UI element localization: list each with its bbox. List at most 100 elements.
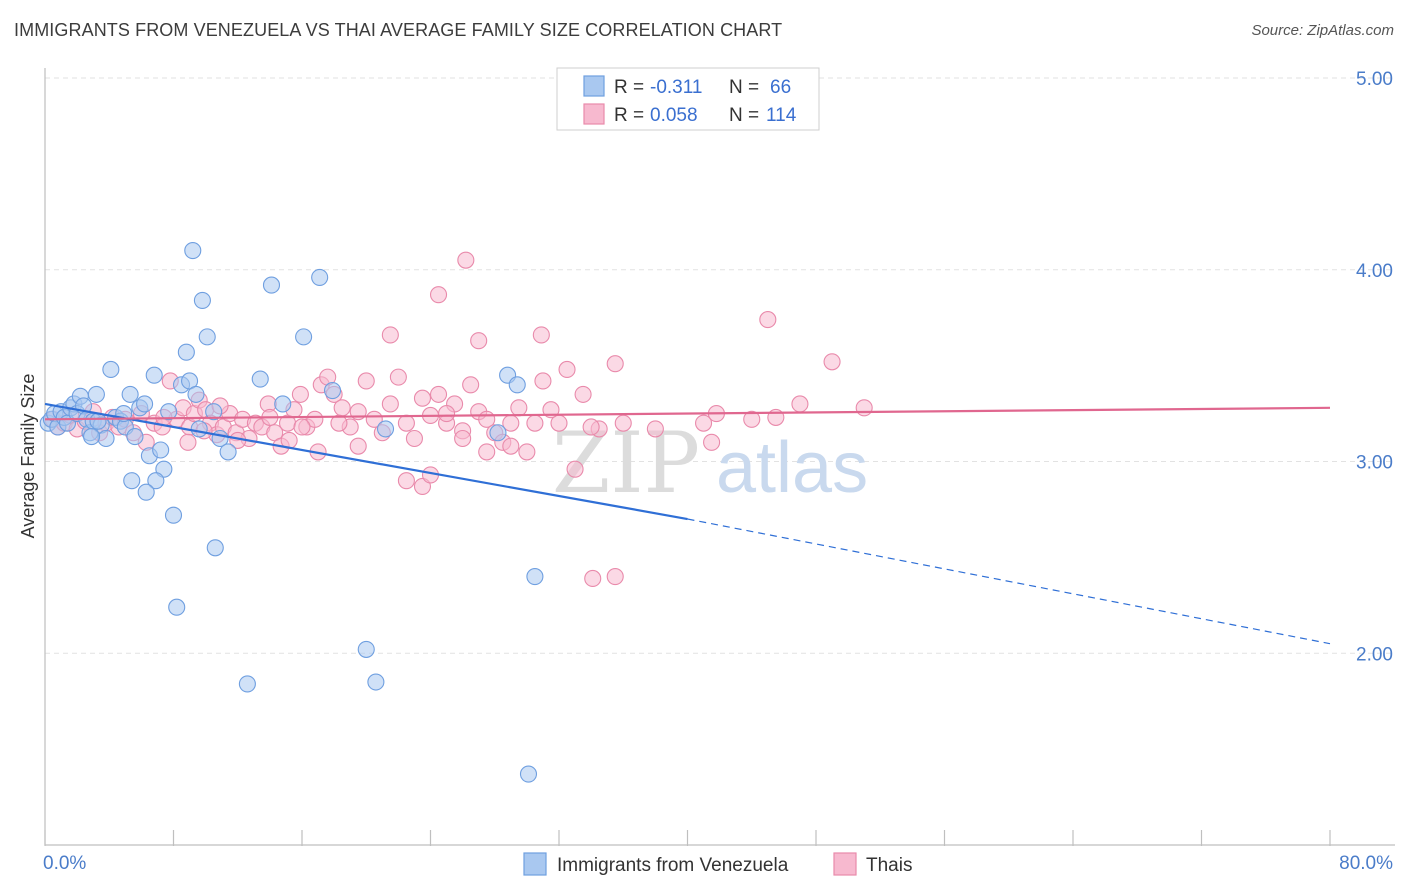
- data-point-thais: [478, 443, 496, 461]
- axes: [44, 68, 1395, 846]
- data-point-venezuela: [164, 506, 183, 524]
- data-point-thais: [855, 399, 873, 417]
- data-point-thais: [429, 286, 448, 304]
- data-point-venezuela: [83, 428, 101, 446]
- data-point-venezuela: [126, 428, 144, 446]
- watermark-atlas: atlas: [716, 428, 868, 508]
- data-point-venezuela: [274, 395, 292, 413]
- legend-bottom-label-thais: Thais: [866, 855, 912, 876]
- data-point-venezuela: [295, 328, 313, 346]
- data-point-venezuela: [489, 424, 507, 442]
- data-point-thais: [566, 460, 584, 478]
- data-point-venezuela: [367, 673, 385, 691]
- data-point-thais: [381, 326, 399, 344]
- y-tick-labels: 2.00 3.00 4.00 5.00: [1356, 69, 1393, 665]
- data-point-venezuela: [136, 395, 154, 413]
- data-point-venezuela: [357, 640, 375, 658]
- data-point-thais: [357, 372, 375, 390]
- data-point-thais: [614, 414, 632, 432]
- data-point-venezuela: [519, 765, 538, 783]
- data-point-thais: [532, 326, 550, 344]
- legend-bottom-swatch-venezuela: [523, 852, 547, 876]
- data-point-thais: [306, 410, 324, 428]
- data-point-thais: [438, 405, 456, 423]
- data-point-thais: [333, 399, 351, 417]
- data-point-thais: [397, 414, 415, 432]
- data-point-venezuela: [262, 276, 281, 294]
- data-point-venezuela: [508, 376, 526, 394]
- data-point-thais: [179, 433, 197, 451]
- data-point-venezuela: [145, 366, 163, 384]
- data-point-thais: [349, 437, 367, 455]
- data-point-thais: [457, 251, 475, 269]
- data-point-thais: [526, 414, 544, 432]
- data-point-thais: [381, 395, 399, 413]
- data-point-venezuela: [187, 385, 205, 403]
- data-point-venezuela: [102, 360, 120, 379]
- legend-n-label: N =: [729, 105, 759, 126]
- series-venezuela: [39, 242, 544, 783]
- data-point-thais: [413, 389, 432, 407]
- x-tick-label: 80.0%: [1339, 853, 1393, 874]
- data-point-thais: [397, 472, 415, 490]
- trend-line-venezuela-extension: [687, 518, 1331, 645]
- legend-n-value-venezuela: 66: [770, 77, 791, 98]
- y-tick-label: 4.00: [1356, 261, 1393, 282]
- data-point-thais: [606, 355, 624, 373]
- data-point-thais: [454, 429, 472, 448]
- data-point-venezuela: [177, 343, 195, 361]
- data-point-thais: [462, 376, 480, 394]
- legend-swatch-thais: [583, 103, 605, 125]
- data-point-venezuela: [193, 291, 211, 309]
- x-tick-labels: 0.0% 80.0%: [43, 853, 1393, 874]
- data-point-venezuela: [526, 567, 544, 586]
- legend-r-value-venezuela: -0.311: [650, 77, 702, 98]
- data-point-thais: [584, 569, 602, 588]
- data-point-thais: [823, 353, 841, 371]
- legend-bottom-swatch-thais: [833, 852, 857, 876]
- data-point-thais: [510, 399, 528, 417]
- data-point-thais: [791, 395, 809, 413]
- data-point-venezuela: [168, 598, 186, 616]
- data-point-thais: [646, 420, 664, 438]
- data-point-thais: [291, 385, 309, 403]
- data-point-venezuela: [89, 412, 107, 430]
- legend-bottom-label-venezuela: Immigrants from Venezuela: [557, 855, 789, 876]
- data-point-thais: [405, 429, 423, 448]
- x-tick-label: 0.0%: [43, 853, 86, 874]
- data-point-thais: [695, 414, 713, 432]
- data-point-thais: [606, 567, 624, 586]
- data-point-venezuela: [184, 242, 202, 260]
- y-axis-label: Average Family Size: [18, 374, 38, 539]
- data-point-venezuela: [206, 539, 224, 557]
- data-point-thais: [574, 385, 592, 403]
- legend-n-label: N =: [729, 77, 759, 98]
- data-point-venezuela: [311, 268, 329, 286]
- data-point-thais: [470, 332, 488, 350]
- data-point-thais: [330, 414, 348, 432]
- data-point-venezuela: [219, 443, 237, 461]
- data-point-venezuela: [97, 429, 115, 448]
- data-point-venezuela: [87, 385, 105, 403]
- data-point-thais: [502, 437, 520, 455]
- data-point-venezuela: [251, 370, 269, 388]
- grid-lines: [45, 77, 1395, 654]
- trend-line-venezuela: [44, 402, 688, 521]
- data-point-thais: [582, 418, 600, 436]
- data-point-thais: [518, 443, 536, 461]
- data-point-venezuela: [376, 420, 395, 438]
- trend-line-thais: [44, 406, 1331, 421]
- data-point-venezuela: [123, 472, 141, 490]
- data-point-venezuela: [160, 403, 178, 421]
- legend-top: R = -0.311 N = 66 R = 0.058 N = 114: [556, 67, 820, 131]
- data-point-thais: [293, 418, 311, 436]
- data-point-venezuela: [152, 441, 170, 459]
- legend-swatch-venezuela: [583, 75, 605, 97]
- data-point-venezuela: [198, 328, 216, 346]
- data-point-venezuela: [190, 420, 208, 438]
- legend-r-value-thais: 0.058: [650, 105, 698, 126]
- data-point-thais: [759, 311, 777, 329]
- data-point-venezuela: [147, 472, 165, 490]
- legend-r-label: R =: [614, 105, 644, 126]
